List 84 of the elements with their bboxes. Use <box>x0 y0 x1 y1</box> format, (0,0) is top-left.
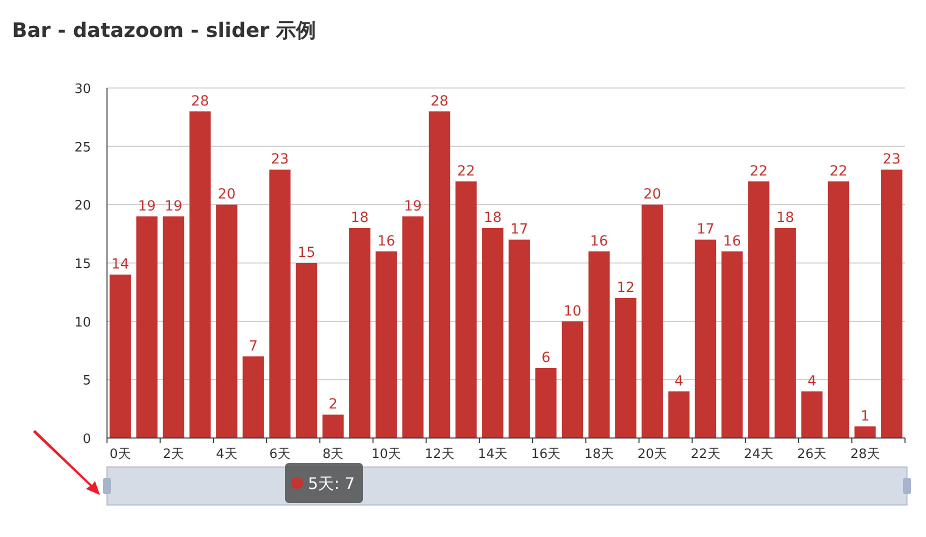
y-tick-label: 10 <box>74 315 91 330</box>
data-label: 17 <box>696 222 714 238</box>
bar <box>428 111 450 438</box>
x-tick-label: 24天 <box>744 447 774 462</box>
y-tick-label: 30 <box>74 82 91 97</box>
data-label: 2 <box>328 396 338 413</box>
x-tick-label: 26天 <box>797 447 827 462</box>
data-label: 20 <box>218 186 236 203</box>
bar <box>642 204 663 438</box>
data-label: 19 <box>164 198 182 214</box>
data-label: 22 <box>457 163 476 180</box>
data-label: 17 <box>510 222 528 238</box>
bar <box>774 228 796 438</box>
x-tick-label: 10天 <box>372 447 402 462</box>
data-label: 4 <box>674 373 684 390</box>
x-tick-label: 2天 <box>162 447 184 462</box>
bar <box>854 426 876 438</box>
bar <box>508 240 530 438</box>
bar <box>562 321 584 438</box>
data-label: 23 <box>270 152 289 168</box>
bar <box>269 170 291 438</box>
bar <box>376 251 397 438</box>
data-label: 12 <box>616 280 635 296</box>
y-tick-label: 5 <box>82 374 91 389</box>
data-label: 15 <box>298 245 316 261</box>
data-label: 20 <box>643 186 662 203</box>
data-label: 28 <box>191 93 210 110</box>
chart-title: Bar - datazoom - slider 示例 <box>12 18 316 42</box>
data-label: 18 <box>350 210 369 226</box>
data-label: 7 <box>248 338 258 354</box>
x-tick-label: 18天 <box>584 447 614 462</box>
x-tick-label: 28天 <box>850 447 880 462</box>
bar <box>242 356 264 438</box>
bar <box>828 181 850 438</box>
data-label: 16 <box>377 233 396 250</box>
bar <box>189 111 211 438</box>
x-tick-label: 4天 <box>216 447 238 462</box>
y-tick-label: 20 <box>74 198 91 214</box>
x-tick-label: 6天 <box>269 447 291 462</box>
bar <box>322 414 344 438</box>
data-label: 18 <box>484 210 502 226</box>
bar <box>402 216 424 438</box>
y-tick-label: 25 <box>74 140 91 156</box>
bar <box>162 216 184 438</box>
data-label: 4 <box>807 373 816 390</box>
bar <box>615 298 636 438</box>
data-label: 14 <box>111 256 130 273</box>
data-label: 19 <box>138 198 156 214</box>
bar <box>801 391 823 438</box>
bar <box>535 368 557 438</box>
data-label: 19 <box>404 198 422 214</box>
bar <box>482 228 504 438</box>
bar <box>694 240 716 438</box>
x-tick-label: 0天 <box>110 447 131 462</box>
data-label: 10 <box>564 303 582 320</box>
y-tick-label: 0 <box>82 432 91 447</box>
bar <box>216 204 238 438</box>
bar <box>748 181 770 438</box>
x-tick-label: 14天 <box>478 447 508 462</box>
bar <box>668 391 690 438</box>
bar <box>110 274 131 438</box>
data-label: 18 <box>776 210 794 226</box>
bar <box>721 251 743 438</box>
data-label: 1 <box>860 408 870 424</box>
data-label: 6 <box>541 350 550 366</box>
bar <box>296 263 318 438</box>
data-label: 22 <box>750 163 768 180</box>
data-label: 28 <box>430 93 448 110</box>
x-tick-label: 8天 <box>322 447 344 462</box>
bar <box>588 251 610 438</box>
bar <box>136 216 158 438</box>
bar <box>455 181 477 438</box>
data-label: 16 <box>590 233 608 250</box>
x-tick-label: 12天 <box>424 447 454 462</box>
x-tick-label: 16天 <box>531 447 561 462</box>
text: 5天: 7 <box>308 474 355 493</box>
x-tick-label: 22天 <box>690 447 720 462</box>
data-label: 23 <box>882 152 901 168</box>
x-tick-label: 20天 <box>638 447 668 462</box>
y-tick-label: 15 <box>74 257 91 272</box>
bar <box>349 228 370 438</box>
data-label: 22 <box>830 163 848 180</box>
bar <box>881 170 902 438</box>
data-label: 16 <box>723 233 742 250</box>
